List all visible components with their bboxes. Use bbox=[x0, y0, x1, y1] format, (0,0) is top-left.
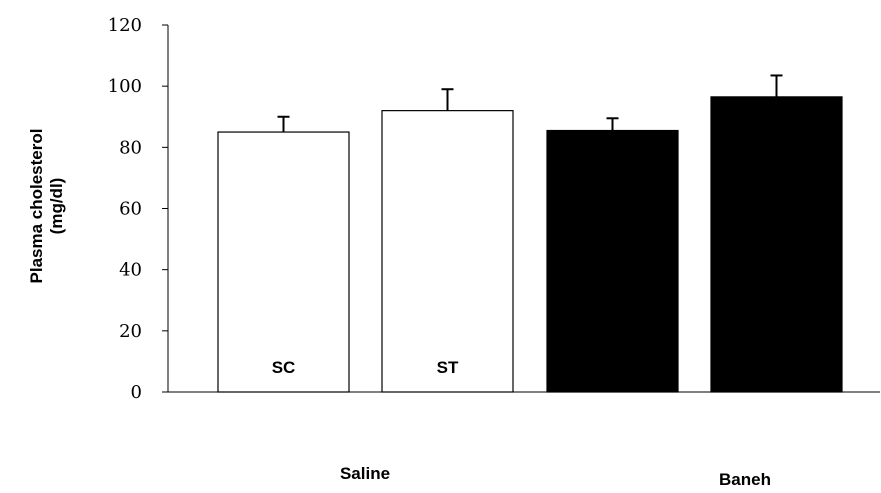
y-axis bbox=[162, 24, 169, 393]
bar-label: SC bbox=[272, 358, 296, 377]
group-label: Saline bbox=[340, 464, 390, 483]
y-tick-label: 100 bbox=[108, 76, 142, 97]
y-tick-label: 40 bbox=[119, 260, 142, 281]
y-tick-label: 120 bbox=[108, 15, 142, 36]
bar-3 bbox=[546, 129, 679, 393]
y-tick-labels: 0 20 40 60 80 100 120 bbox=[108, 15, 142, 403]
bar-1 bbox=[217, 131, 350, 393]
y-axis-label-line-2: (mg/dl) bbox=[47, 178, 66, 235]
group-label: Baneh bbox=[719, 470, 771, 488]
y-axis-label-line-1: Plasma cholesterol bbox=[27, 129, 46, 284]
y-tick-label: 20 bbox=[119, 321, 142, 342]
y-tick-label: 80 bbox=[119, 137, 142, 158]
y-tick-label: 60 bbox=[119, 199, 142, 220]
bar-2 bbox=[381, 110, 514, 393]
bar-4 bbox=[710, 96, 843, 393]
bar-label: ST bbox=[437, 358, 459, 377]
bar-labels: SC ST bbox=[272, 358, 459, 377]
group-labels: Saline Baneh bbox=[340, 464, 771, 489]
y-tick-label: 0 bbox=[131, 382, 142, 403]
bars bbox=[217, 96, 843, 393]
error-bars bbox=[277, 74, 783, 133]
